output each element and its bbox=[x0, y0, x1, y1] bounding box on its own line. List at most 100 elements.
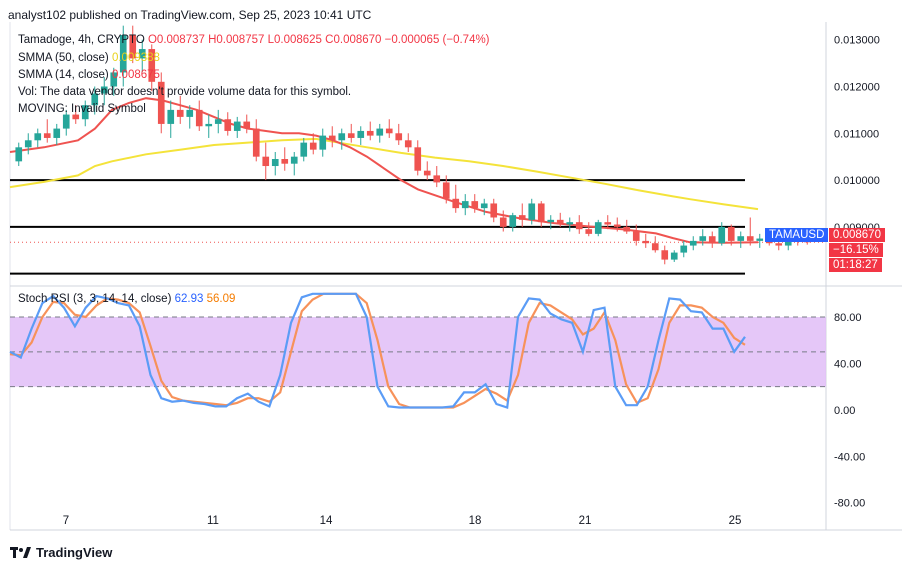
candle-body bbox=[53, 128, 61, 138]
candle-body bbox=[433, 175, 441, 183]
legend-smma50-row[interactable]: SMMA (50, close) 0.009388 bbox=[18, 52, 160, 64]
candle-body bbox=[632, 231, 640, 241]
candle-body bbox=[746, 236, 754, 241]
candle-body bbox=[528, 203, 536, 220]
candle-body bbox=[708, 236, 716, 244]
support-resistance-lines bbox=[10, 179, 826, 275]
candle-body bbox=[594, 222, 602, 234]
candle-body bbox=[186, 109, 194, 117]
stoch-legend-label: Stoch RSI (3, 3, 14, 14, close) bbox=[18, 293, 172, 305]
smma-50-path bbox=[9, 137, 759, 211]
candle-body bbox=[224, 119, 232, 131]
candle-body bbox=[34, 133, 42, 141]
candle-body bbox=[15, 147, 23, 162]
candle-body bbox=[452, 198, 460, 209]
candle-body bbox=[585, 229, 593, 234]
time-tick-label: 11 bbox=[207, 515, 219, 527]
candle-body bbox=[129, 35, 137, 59]
candle-body bbox=[167, 109, 175, 124]
candle-body bbox=[300, 142, 308, 157]
candle-body bbox=[537, 203, 545, 223]
stoch-tick-label: -40.00 bbox=[834, 451, 865, 463]
smma-50-line bbox=[9, 137, 759, 211]
candle-body bbox=[176, 109, 184, 117]
candle-body bbox=[81, 105, 89, 120]
grid bbox=[9, 22, 902, 531]
price-tick-label: 0.011000 bbox=[834, 128, 879, 140]
legend-smma14-row[interactable]: SMMA (14, close) 0.008675 bbox=[18, 69, 160, 81]
candle-body bbox=[651, 243, 659, 251]
candle-body bbox=[547, 219, 555, 223]
candle-body bbox=[290, 156, 298, 164]
candle-body bbox=[91, 93, 99, 106]
candle-body bbox=[138, 49, 146, 59]
candle-body bbox=[670, 252, 678, 260]
candle-body bbox=[281, 159, 289, 164]
candle-body bbox=[442, 182, 450, 199]
candle-body bbox=[347, 133, 355, 138]
publisher-line: analyst102 published on TradingView.com,… bbox=[8, 8, 372, 22]
candle-body bbox=[119, 35, 127, 73]
candle-body bbox=[24, 140, 32, 148]
candle-body bbox=[756, 238, 764, 241]
tradingview-brand[interactable]: TradingView bbox=[10, 545, 112, 560]
stoch-legend[interactable]: Stoch RSI (3, 3, 14, 14, close) 62.93 56… bbox=[18, 293, 235, 305]
stoch-rsi-pane bbox=[9, 292, 826, 409]
time-tick-label: 7 bbox=[63, 515, 69, 527]
tradingview-brand-name: TradingView bbox=[36, 545, 113, 560]
legend-symbol: Tamadoge, 4h, CRYPTO bbox=[18, 34, 145, 46]
candle-body bbox=[680, 245, 688, 253]
candle-body bbox=[575, 222, 583, 230]
stoch-k-line bbox=[9, 292, 746, 409]
candle-body bbox=[471, 201, 479, 209]
price-axis: 0.0130000.0120000.0110000.0100000.009000… bbox=[834, 35, 880, 510]
legend-open: O0.008737 bbox=[147, 34, 205, 46]
legend-low: L0.008625 bbox=[267, 34, 322, 46]
candle-body bbox=[205, 123, 213, 127]
candlesticks bbox=[15, 25, 811, 265]
candle-body bbox=[699, 236, 707, 241]
candle-body bbox=[100, 86, 108, 94]
candle-body bbox=[689, 240, 697, 246]
legend-change: −0.000065 (−0.74%) bbox=[384, 34, 490, 46]
candle-body bbox=[252, 128, 260, 157]
candle-body bbox=[214, 119, 222, 124]
stoch-d-value: 56.09 bbox=[206, 293, 236, 305]
candle-body bbox=[499, 217, 507, 227]
price-tick-label: 0.012000 bbox=[834, 81, 880, 93]
legend-smma50-value: 0.009388 bbox=[111, 52, 160, 64]
candle-body bbox=[243, 121, 251, 129]
candle-body bbox=[404, 140, 412, 148]
change-badge: −16.15% bbox=[829, 243, 883, 257]
candle-body bbox=[566, 222, 574, 225]
candle-body bbox=[775, 243, 783, 246]
candle-body bbox=[72, 114, 80, 120]
candle-body bbox=[148, 49, 156, 82]
legend-volume-note: Vol: The data vendor doesn't provide vol… bbox=[18, 86, 352, 98]
candle-body bbox=[727, 226, 735, 241]
candle-body bbox=[509, 215, 517, 227]
candle-body bbox=[490, 203, 498, 218]
candle-body bbox=[110, 72, 118, 87]
candle-body bbox=[604, 222, 612, 225]
candle-body bbox=[661, 250, 669, 260]
candle-body bbox=[737, 236, 745, 241]
legend-smma14-value: 0.008675 bbox=[111, 69, 160, 81]
time-tick-label: 18 bbox=[469, 515, 482, 527]
time-axis: 7 11 14 18 21 25 bbox=[63, 515, 742, 527]
candle-body bbox=[556, 219, 564, 225]
legend-smma50-label: SMMA (50, close) bbox=[18, 52, 109, 64]
time-tick-label: 21 bbox=[579, 515, 592, 527]
candle-body bbox=[195, 109, 203, 127]
smma-14-line bbox=[9, 97, 759, 244]
candle-body bbox=[357, 130, 365, 138]
legend-ohlc-row: Tamadoge, 4h, CRYPTO O0.008737 H0.008757… bbox=[18, 34, 490, 46]
candle-body bbox=[414, 147, 422, 171]
stoch-d-line bbox=[9, 292, 746, 409]
time-tick-label: 14 bbox=[320, 515, 333, 527]
countdown-badge: 01:18:27 bbox=[829, 258, 882, 272]
tradingview-logo-icon bbox=[10, 546, 31, 558]
candle-body bbox=[233, 121, 241, 131]
candle-body bbox=[480, 203, 488, 209]
